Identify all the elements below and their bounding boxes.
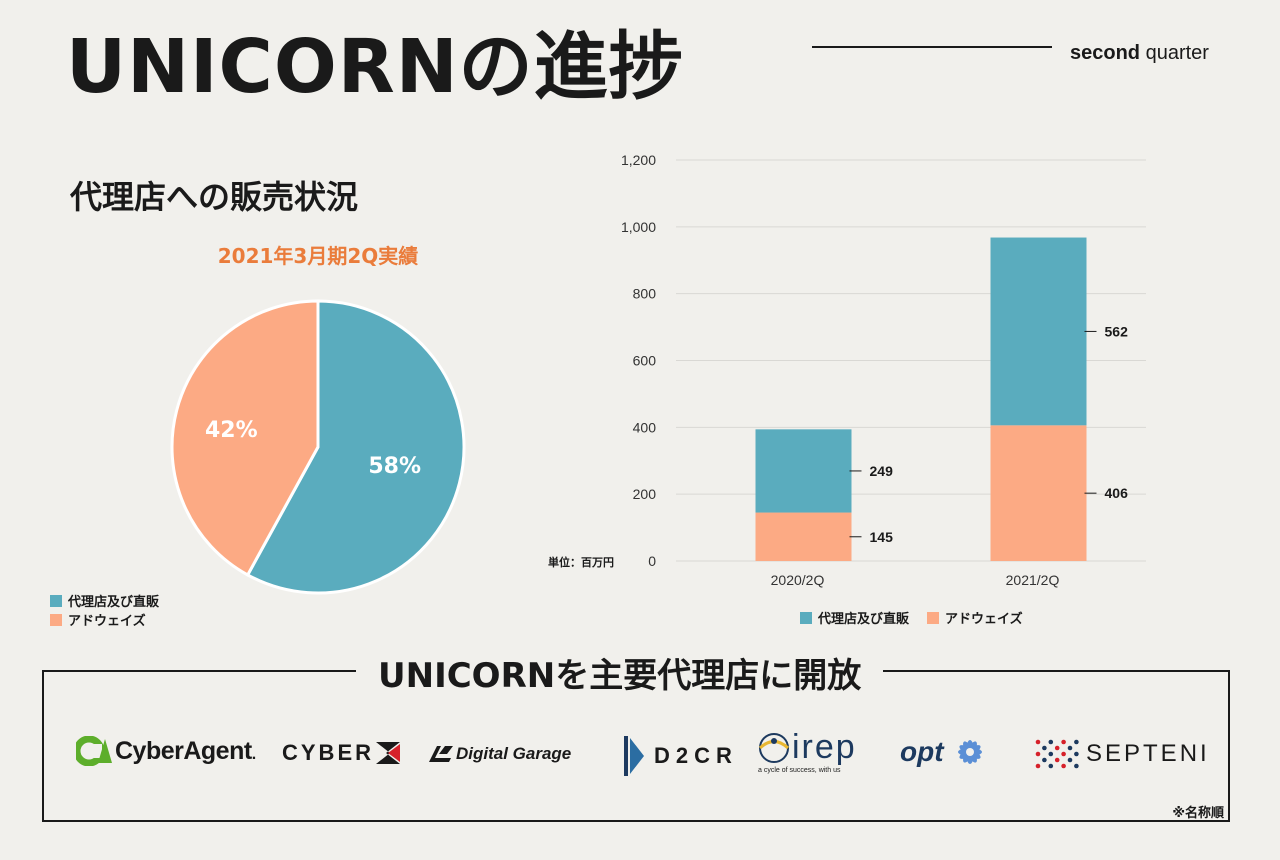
legend-swatch-salmon xyxy=(50,613,62,626)
septeni-dot xyxy=(1061,739,1066,745)
logo-opt: opt xyxy=(900,728,996,776)
quarter-bold: second xyxy=(1070,42,1141,64)
opt-flower-mark-icon xyxy=(957,740,982,764)
bar-segment xyxy=(755,512,852,561)
y-tick-label: 1,000 xyxy=(621,219,656,235)
logo-septeni: SEPTENI xyxy=(1034,738,1210,770)
bar-segment xyxy=(990,425,1087,561)
bar-legend: 代理店及び直販 アドウェイズ xyxy=(800,608,1023,627)
septeni-dot xyxy=(1061,751,1066,757)
pie-slice xyxy=(245,299,466,595)
data-label: 406 xyxy=(1105,485,1129,501)
legend-swatch-teal xyxy=(50,594,62,607)
x-tick-label: 2020/2Q xyxy=(771,572,825,588)
bar-segment xyxy=(755,429,852,513)
logo-digital-garage: Digital Garage xyxy=(426,742,571,766)
y-tick-label: 0 xyxy=(648,553,656,569)
data-label: 145 xyxy=(870,529,894,545)
partners-note: ※名称順 xyxy=(1172,806,1224,821)
septeni-dot xyxy=(1054,745,1060,751)
septeni-dot xyxy=(1048,739,1054,745)
pie-legend-label: 代理店及び直販 xyxy=(68,595,160,610)
pie-slice xyxy=(170,299,320,577)
bar-segment xyxy=(990,237,1087,426)
quarter-label: second quarter xyxy=(1070,42,1209,65)
data-label: 562 xyxy=(1105,323,1129,339)
logo-text: irep xyxy=(792,728,857,766)
bar-legend-label: アドウェイズ xyxy=(945,612,1023,627)
pie-legend-item: アドウェイズ xyxy=(50,610,159,629)
septeni-dot xyxy=(1074,739,1079,745)
septeni-dot xyxy=(1042,745,1047,751)
logo-text: D2CR xyxy=(654,743,738,768)
logo-text: CyberAgent xyxy=(115,736,252,765)
y-tick-label: 800 xyxy=(633,286,657,302)
d2cr-mark-icon xyxy=(624,736,644,776)
ca-mark-icon xyxy=(76,736,112,766)
logo-text: Digital Garage xyxy=(456,744,572,763)
data-label: 249 xyxy=(870,463,894,479)
logo-d2cr: D2CR xyxy=(622,734,738,778)
bar-legend-label: 代理店及び直販 xyxy=(818,612,910,627)
logo-cyberagent: CyberAgent . xyxy=(76,736,256,766)
septeni-dot xyxy=(1074,763,1079,769)
septeni-dots-mark-icon xyxy=(1035,739,1079,769)
legend-swatch-teal xyxy=(800,611,812,624)
logo-text: CYBER xyxy=(282,740,375,765)
pie-chart: 58% 42% xyxy=(170,299,466,595)
logo-cyber-z: CYBER xyxy=(282,740,402,766)
y-tick-label: 400 xyxy=(633,419,657,435)
bar-legend-item: アドウェイズ xyxy=(927,608,1023,627)
septeni-dot xyxy=(1054,757,1060,763)
header-rule xyxy=(812,46,1052,48)
cyber-z-mark-icon xyxy=(376,742,401,764)
logo-text: SEPTENI xyxy=(1086,740,1210,767)
septeni-dot xyxy=(1035,751,1041,757)
unit-label: 単位：百万円 xyxy=(548,556,614,569)
y-tick-label: 200 xyxy=(633,486,657,502)
pie-slice-label: 58% xyxy=(368,454,421,479)
y-tick-label: 600 xyxy=(633,353,657,369)
logo-suffix: . xyxy=(251,746,257,763)
septeni-dot xyxy=(1074,751,1079,757)
partners-title: UNICORNを主要代理店に開放 xyxy=(356,648,884,697)
bar-chart: 0 200 400 600 800 1,000 1,200 145 249 2020/2Q 406 5… xyxy=(621,152,1146,588)
section-subtitle: 代理店への販売状況 xyxy=(70,178,359,216)
legend-swatch-salmon xyxy=(927,611,940,624)
pie-legend-item: 代理店及び直販 xyxy=(50,591,159,610)
logo-text: opt xyxy=(900,736,944,767)
bar-legend-item: 代理店及び直販 xyxy=(800,608,909,627)
septeni-dot xyxy=(1035,739,1041,745)
pie-legend: 代理店及び直販 アドウェイズ xyxy=(50,591,159,629)
septeni-dot xyxy=(1067,757,1073,763)
page-title: UNICORNの進捗 xyxy=(66,24,684,110)
septeni-dot xyxy=(1042,757,1047,763)
pie-legend-label: アドウェイズ xyxy=(68,614,146,629)
septeni-dot xyxy=(1061,763,1066,769)
dg-mark-icon xyxy=(429,746,453,762)
y-tick-label: 1,200 xyxy=(621,152,656,168)
pie-slice-label: 42% xyxy=(205,418,258,443)
septeni-dot xyxy=(1048,751,1054,757)
irep-mark-icon xyxy=(758,732,790,763)
quarter-rest: quarter xyxy=(1140,42,1209,64)
septeni-dot xyxy=(1048,763,1054,769)
septeni-dot xyxy=(1035,763,1041,769)
logo-tagline: a cycle of success, with us xyxy=(758,767,841,774)
pie-title: 2021年3月期2Q実績 xyxy=(217,244,419,268)
logo-irep: irep a cycle of success, with us xyxy=(756,728,857,774)
x-tick-label: 2021/2Q xyxy=(1006,572,1060,588)
septeni-dot xyxy=(1067,745,1073,751)
